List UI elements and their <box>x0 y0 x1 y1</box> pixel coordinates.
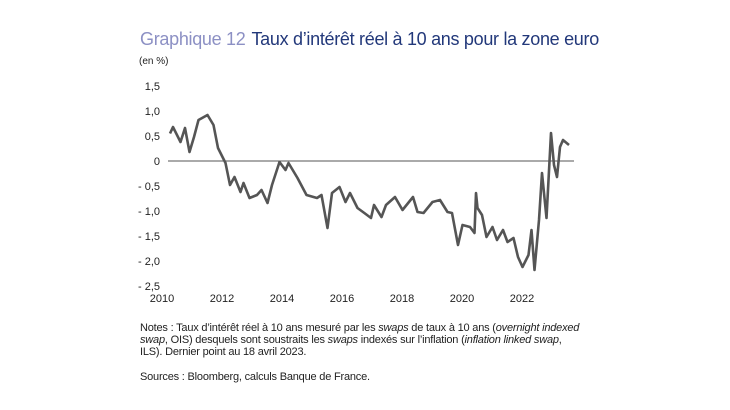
y-tick-label: - 2,5 <box>138 281 160 293</box>
notes-text: inflation linked swap <box>464 334 559 346</box>
x-tick-label: 2022 <box>510 293 534 305</box>
y-tick-label: 1,5 <box>145 81 160 93</box>
y-tick-label: 0,5 <box>145 131 160 143</box>
chart-number: Graphique 12 <box>140 29 246 49</box>
x-tick-label: 2018 <box>390 293 414 305</box>
chart-title-text: Taux d’intérêt réel à 10 ans pour la zon… <box>251 29 599 49</box>
notes-text: indexés sur l’inflation ( <box>357 334 465 346</box>
chart-sources: Sources : Bloomberg, calculs Banque de F… <box>140 371 370 383</box>
notes-text: Notes : Taux d’intérêt réel à 10 ans mes… <box>140 322 379 334</box>
x-tick-label: 2010 <box>150 293 174 305</box>
chart-notes: Notes : Taux d’intérêt réel à 10 ans mes… <box>140 322 580 358</box>
y-tick-label: 1,0 <box>145 106 160 118</box>
x-tick-label: 2016 <box>330 293 354 305</box>
y-axis-unit: (en %) <box>139 56 169 67</box>
y-tick-label: - 0,5 <box>138 181 160 193</box>
y-tick-label: 0 <box>154 156 160 168</box>
chart-title: Graphique 12 Taux d’intérêt réel à 10 ans… <box>140 29 599 50</box>
notes-text: overnight indexed swap <box>140 322 580 346</box>
notes-text: , ILS). Dernier point au 18 avril 2023. <box>140 334 562 358</box>
notes-text: swaps <box>327 334 358 346</box>
x-tick-label: 2020 <box>450 293 474 305</box>
notes-text: swaps <box>378 322 409 334</box>
notes-text: , OIS) desquels sont soustraits les <box>164 334 328 346</box>
y-tick-label: - 1,5 <box>138 231 160 243</box>
y-tick-label: - 2,0 <box>138 256 160 268</box>
line-chart: 1,5 1,0 0,5 0 - 0,5 - 1,0 - 1,5 - 2,0 - 2,5 2010… <box>138 81 574 305</box>
x-tick-label: 2014 <box>270 293 294 305</box>
y-tick-label: - 1,0 <box>138 206 160 218</box>
notes-text: de taux à 10 ans ( <box>408 322 496 334</box>
series-line <box>168 113 570 272</box>
x-tick-label: 2012 <box>210 293 234 305</box>
